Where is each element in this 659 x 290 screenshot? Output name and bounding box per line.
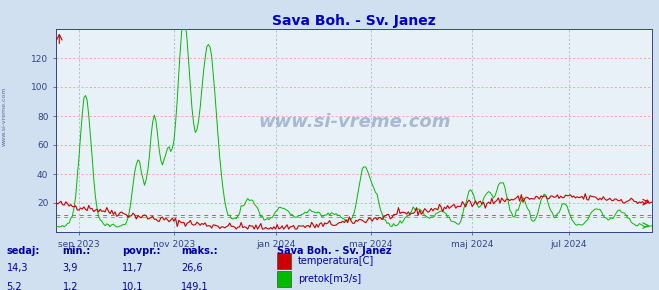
Text: Sava Boh. - Sv. Janez: Sava Boh. - Sv. Janez	[277, 246, 391, 256]
Text: min.:: min.:	[63, 246, 91, 256]
Text: pretok[m3/s]: pretok[m3/s]	[298, 274, 361, 284]
Text: 3,9: 3,9	[63, 263, 78, 273]
Bar	[277, 271, 291, 287]
Text: 1,2: 1,2	[63, 282, 78, 290]
Text: www.si-vreme.com: www.si-vreme.com	[258, 113, 451, 131]
Text: 14,3: 14,3	[7, 263, 28, 273]
Text: www.si-vreme.com: www.si-vreme.com	[2, 86, 7, 146]
Text: 26,6: 26,6	[181, 263, 203, 273]
Text: 149,1: 149,1	[181, 282, 209, 290]
Bar	[277, 253, 291, 269]
Text: maks.:: maks.:	[181, 246, 218, 256]
Text: 5,2: 5,2	[7, 282, 22, 290]
Text: temperatura[C]: temperatura[C]	[298, 255, 374, 266]
Text: povpr.:: povpr.:	[122, 246, 160, 256]
Text: 10,1: 10,1	[122, 282, 144, 290]
Title: Sava Boh. - Sv. Janez: Sava Boh. - Sv. Janez	[272, 14, 436, 28]
Text: 11,7: 11,7	[122, 263, 144, 273]
Text: sedaj:: sedaj:	[7, 246, 40, 256]
